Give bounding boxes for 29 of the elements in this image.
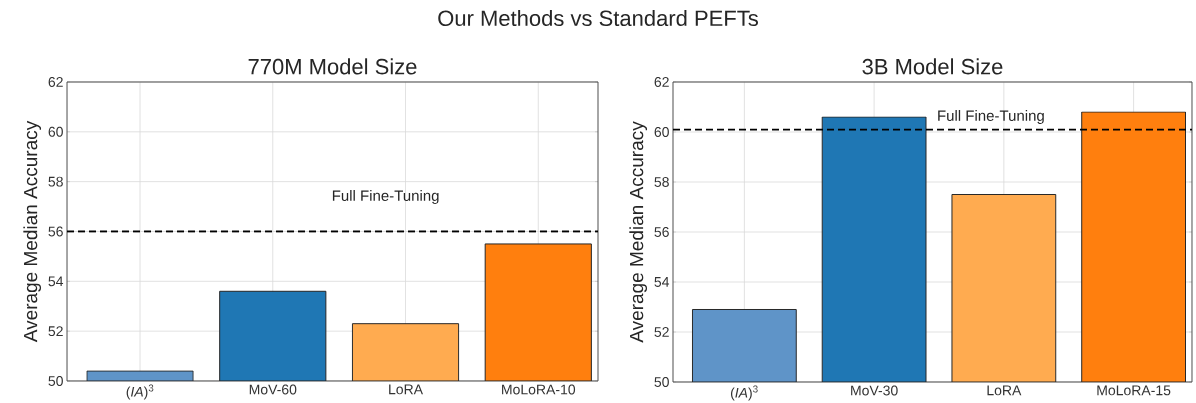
x-tick-label: LoRA <box>389 384 423 395</box>
ref-line-label: Full Fine-Tuning <box>332 189 439 204</box>
x-tick-label: MoLoRA-10 <box>502 384 576 395</box>
y-tick-label: 52 <box>48 326 63 337</box>
y-tick-label: 52 <box>654 327 669 337</box>
x-tick-label: (IA)$^{3}$ <box>126 384 154 400</box>
ref-line-label: Full Fine-Tuning <box>938 109 1044 124</box>
x-tick-label: LoRA <box>987 385 1022 396</box>
y-tick-label: 54 <box>654 277 670 287</box>
x-tick-label: MoV-60 <box>249 384 297 395</box>
y-axis-title: Average Median Accuracy <box>629 121 648 343</box>
y-tick-label: 62 <box>48 77 63 87</box>
y-tick-label: 60 <box>654 127 669 137</box>
y-tick-label: 58 <box>654 177 669 187</box>
chart-subtitle: 770M Model Size <box>248 58 417 75</box>
y-tick-label: 60 <box>48 126 63 137</box>
x-tick-label: MoV-30 <box>851 385 898 396</box>
y-tick-label: 54 <box>48 276 64 287</box>
y-tick-label: 50 <box>48 376 63 386</box>
x-tick-label: (IA)$^{3}$ <box>730 385 758 401</box>
chart-title: Our Methods vs Standard PEFTs <box>438 9 758 27</box>
y-tick-label: 58 <box>48 176 63 187</box>
chart-title: 3B Model Size <box>862 58 1003 75</box>
y-tick-label: 56 <box>654 227 669 237</box>
y-tick-label: 62 <box>654 77 669 87</box>
y-axis-title: Average Median Accuracy <box>23 120 42 343</box>
x-tick-label: MoLoRA-15 <box>1097 385 1171 396</box>
y-tick-label: 56 <box>48 226 63 237</box>
y-tick-label: 50 <box>654 377 669 387</box>
